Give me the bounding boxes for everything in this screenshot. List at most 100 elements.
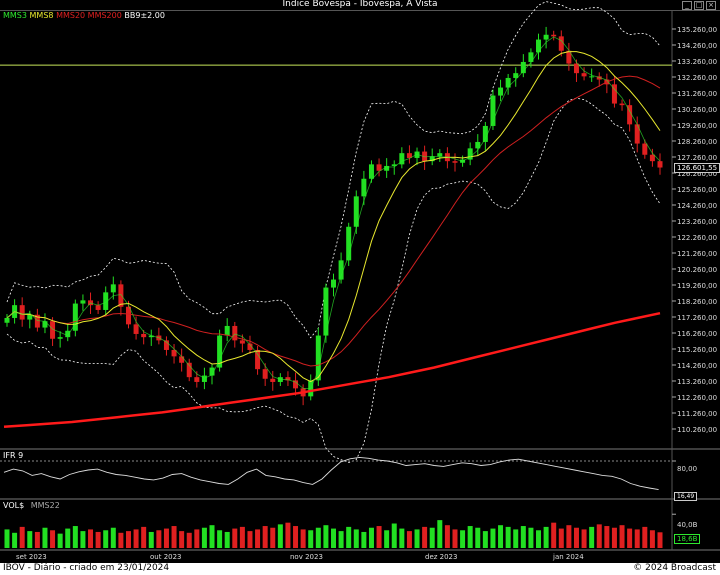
volume-bar — [331, 528, 336, 548]
volume-bar — [209, 525, 215, 548]
volume-bar — [467, 526, 473, 548]
price-tick-label: 111.260,00 — [677, 410, 717, 418]
candle-body — [353, 196, 359, 227]
volume-bar — [308, 530, 314, 548]
vol-last-value: 18,6B — [674, 534, 701, 544]
price-tick-label: 124.260,00 — [677, 202, 717, 210]
volume-bar — [528, 527, 534, 548]
volume-bar — [80, 531, 86, 548]
candle-body — [596, 76, 602, 80]
volume-bar — [95, 531, 101, 548]
volume-bar — [566, 525, 572, 548]
volume-bar — [657, 532, 663, 548]
candle-body — [331, 279, 336, 288]
volume-bar — [217, 530, 223, 548]
candle-body — [467, 148, 473, 160]
bb-upper-line — [6, 1, 661, 339]
candle-body — [57, 337, 63, 339]
candle-body — [642, 143, 648, 155]
candle-body — [19, 305, 25, 320]
volume-bar — [384, 530, 390, 548]
candle-body — [118, 284, 124, 307]
volume-bar — [551, 522, 557, 548]
candle-body — [384, 165, 390, 171]
volume-bar — [118, 532, 124, 548]
volume-bar — [57, 533, 63, 548]
volume-bar — [505, 526, 511, 548]
legend-mms20: MMS20 — [56, 11, 86, 20]
candle-body — [338, 260, 344, 280]
footer: IBOV - Diário - criado em 23/01/2024 © 2… — [0, 563, 720, 575]
candle-body — [513, 73, 519, 78]
volume-bar — [353, 529, 359, 548]
price-tick-label: 110.260,00 — [677, 426, 717, 434]
candle-body — [262, 369, 268, 379]
mms20-line — [6, 75, 661, 367]
candle-body — [505, 77, 511, 88]
volume-bar — [611, 527, 617, 548]
volume-bar — [34, 531, 40, 548]
volume-bar — [247, 531, 253, 548]
candle-body — [270, 378, 276, 382]
volume-bar — [201, 527, 207, 548]
maximize-icon[interactable]: □ — [694, 1, 704, 10]
legend-bb: BB9±2.00 — [124, 11, 165, 20]
volume-ma-label: MMS22 — [30, 501, 60, 510]
candle-body — [315, 335, 321, 381]
candle-body — [201, 375, 207, 382]
volume-bar — [163, 528, 169, 548]
mms8-line — [6, 51, 661, 383]
candle-body — [224, 325, 230, 336]
volume-bar — [444, 525, 450, 548]
candle-body — [194, 377, 200, 382]
candle-body — [163, 340, 169, 350]
candle-body — [247, 343, 253, 350]
candle-body — [429, 156, 435, 162]
candle-body — [293, 380, 299, 389]
volume-bar — [103, 530, 109, 548]
volume-bar — [573, 527, 579, 548]
mms200-line — [3, 311, 661, 429]
volume-bar — [232, 528, 238, 548]
x-label-dez: dez 2023 — [425, 553, 458, 561]
volume-bar — [581, 529, 587, 548]
bb-lower-line — [6, 97, 661, 464]
candle-body — [490, 95, 496, 126]
candle-body — [361, 178, 367, 197]
candle-body — [589, 76, 595, 78]
volume-bar — [148, 531, 154, 548]
candle-body — [520, 61, 526, 74]
candle-body — [634, 124, 640, 144]
volume-bar — [513, 529, 519, 548]
price-tick-label: 115.260,00 — [677, 346, 717, 354]
candle-body — [50, 321, 56, 339]
volume-bar — [285, 522, 291, 548]
volume-bar — [133, 529, 139, 548]
volume-bar — [27, 531, 33, 548]
volume-bar — [482, 531, 488, 548]
candle-body — [232, 325, 238, 341]
candle-body — [285, 377, 291, 381]
candle-body — [482, 125, 488, 142]
candle-body — [558, 36, 564, 51]
candle-body — [566, 50, 572, 64]
chart-area[interactable]: 135.260,00 134.260,00 133.260,00 132.260,00… — [0, 0, 720, 563]
candle-body — [581, 73, 587, 77]
price-tick-label: 116.260,00 — [677, 330, 717, 338]
title-bar: Indice Bovespa - Ibovespa, A Vista _ □ × — [0, 0, 720, 11]
candle-body — [627, 105, 633, 125]
price-tick-label: 132.260,00 — [677, 74, 717, 82]
candles — [4, 26, 663, 406]
volume-bar — [490, 528, 496, 548]
volume-bar — [429, 527, 435, 548]
candle-body — [323, 287, 329, 336]
volume-bar — [460, 530, 466, 548]
volume-bar — [642, 526, 648, 548]
candle-body — [649, 154, 655, 162]
volume-bar — [604, 526, 610, 548]
candle-body — [171, 349, 177, 357]
volume-bar — [171, 526, 177, 548]
close-icon[interactable]: × — [706, 1, 716, 10]
minimize-icon[interactable]: _ — [682, 1, 692, 10]
ifr-tick-80: 80,00 — [677, 465, 698, 473]
